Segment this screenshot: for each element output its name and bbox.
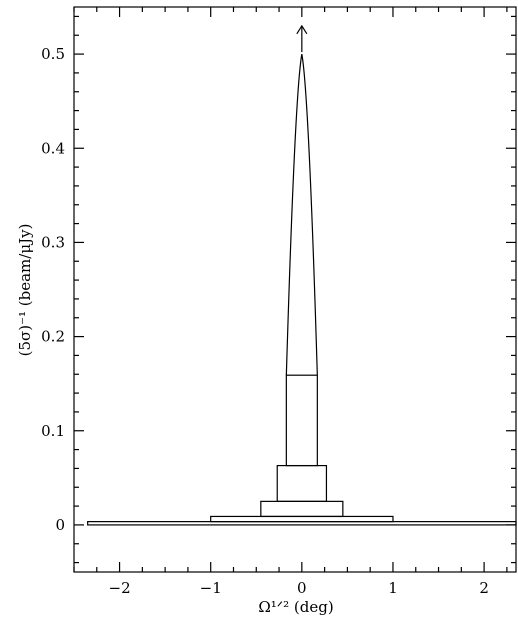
- tick-labels: −2 −1 0 1 2 0 0.1 0.2 0.3 0.4 0.5: [41, 45, 489, 597]
- x-axis-label: Ω¹ᐟ² (deg): [258, 598, 333, 616]
- y-tick-label: 0.3: [41, 233, 65, 251]
- area-box-2: [210, 515, 394, 523]
- y-tick-label: 0.2: [41, 328, 65, 346]
- x-tick-label: −1: [200, 579, 222, 597]
- y-tick-label: 0.1: [41, 422, 65, 440]
- y-tick-label: 0: [55, 516, 65, 534]
- x-tick-label: 1: [388, 579, 398, 597]
- x-tick-label: 0: [297, 579, 307, 597]
- plot-frame: [73, 6, 517, 573]
- area-box-3: [260, 500, 344, 518]
- peak-spike: [285, 53, 318, 376]
- x-tick-label: −2: [109, 579, 131, 597]
- x-tick-label: 2: [479, 579, 489, 597]
- chart-marks: [87, 24, 517, 526]
- y-tick-label: 0.4: [41, 139, 65, 157]
- arrow-head: [296, 24, 308, 35]
- area-box-5: [285, 374, 318, 467]
- y-tick-label: 0.5: [41, 45, 65, 63]
- area-box-4: [276, 464, 328, 502]
- y-axis-label: (5σ)⁻¹ (beam/μJy): [16, 224, 34, 357]
- plot-border: [73, 6, 517, 573]
- axis-ticks: [73, 7, 516, 572]
